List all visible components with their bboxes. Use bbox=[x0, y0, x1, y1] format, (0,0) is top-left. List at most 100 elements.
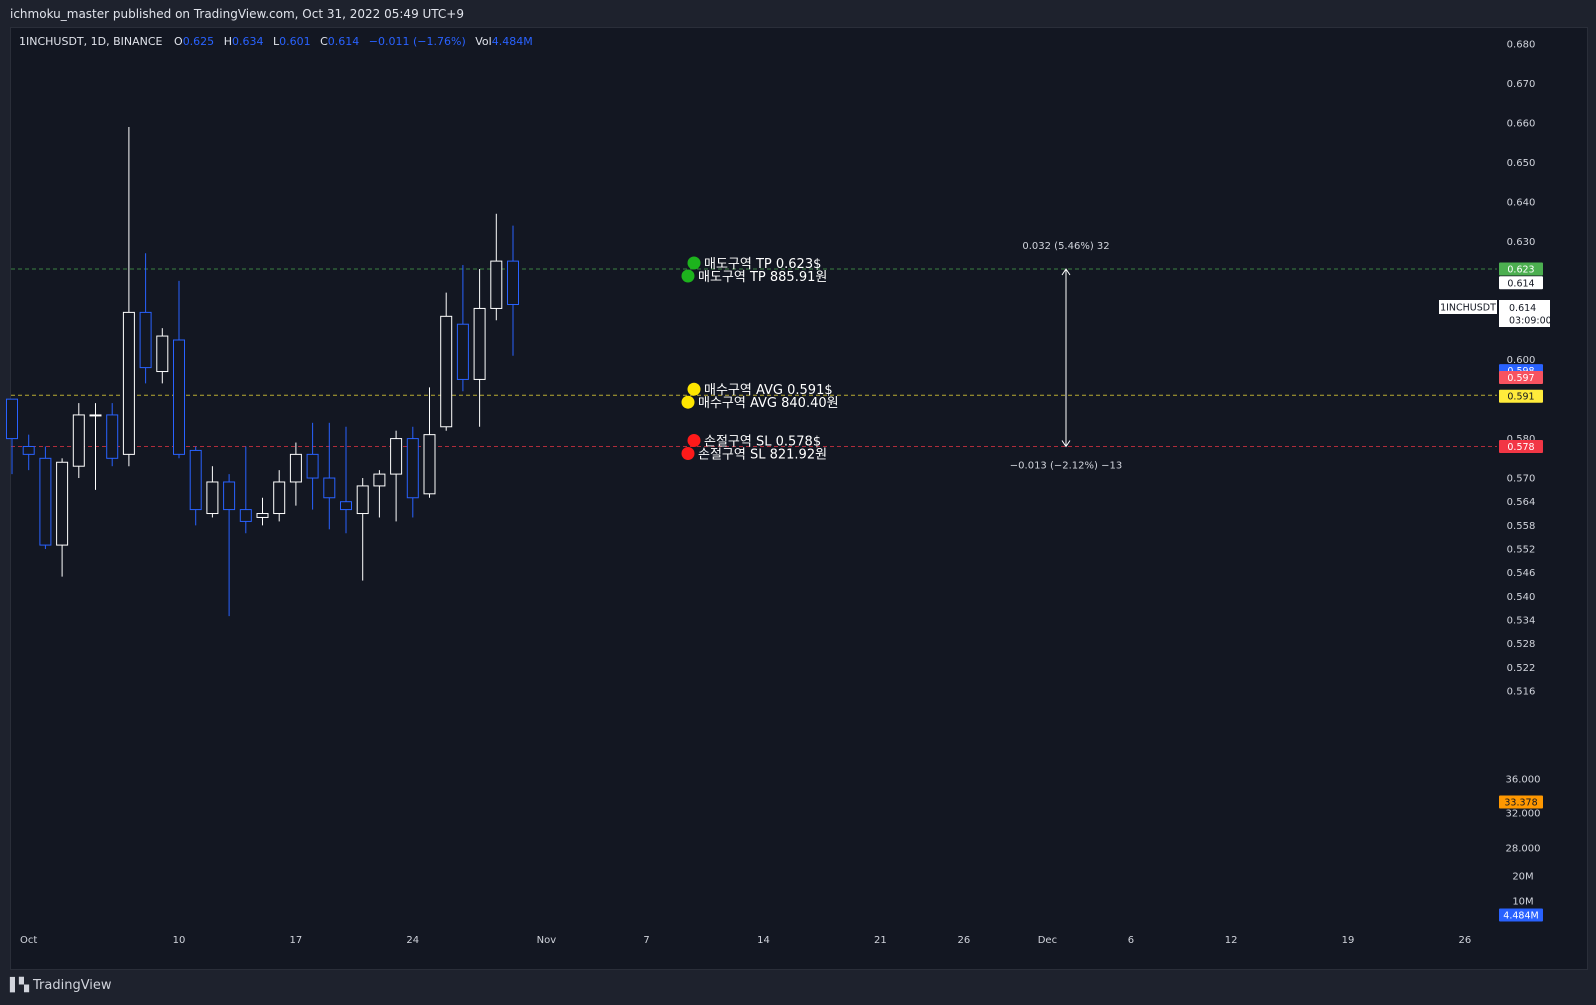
price-tick: 0.540 bbox=[1507, 592, 1536, 603]
tradingview-logo-icon: ▌▚ bbox=[10, 978, 29, 993]
legend-change: −0.011 (−1.76%) bbox=[368, 35, 466, 48]
level-dot bbox=[681, 446, 695, 460]
candle-body bbox=[273, 481, 286, 515]
price-tick: 0.552 bbox=[1507, 545, 1536, 556]
red-price-tag-bg bbox=[1499, 371, 1543, 385]
price-tick: 0.670 bbox=[1507, 79, 1536, 90]
candle-body bbox=[406, 438, 419, 499]
level-label: 매수구역 AVG 0.591$ bbox=[704, 383, 833, 398]
time-tick: 7 bbox=[643, 935, 649, 946]
last-price-tag-bg bbox=[1499, 276, 1543, 290]
legend-low: 0.601 bbox=[279, 35, 311, 48]
last-price-tag: 0.614 bbox=[1507, 278, 1534, 289]
level-dot bbox=[687, 433, 701, 447]
legend-high-label: H bbox=[223, 35, 232, 48]
legend-symbol: 1INCHUSDT, 1D, BINANCE bbox=[19, 35, 163, 48]
time-tick: 6 bbox=[1128, 935, 1134, 946]
level-label-krw: 매도구역 TP 885.91원 bbox=[698, 270, 827, 285]
candle-body bbox=[373, 473, 386, 487]
legend-close-label: C bbox=[320, 35, 328, 48]
candle-body bbox=[206, 481, 219, 515]
candle-body bbox=[323, 477, 336, 499]
time-tick: 17 bbox=[290, 935, 303, 946]
legend-open: 0.625 bbox=[182, 35, 215, 48]
indicator-value-tag-bg bbox=[1499, 795, 1543, 809]
time-tick: 14 bbox=[757, 935, 770, 946]
candle-body bbox=[6, 398, 18, 440]
price-tick: 0.600 bbox=[1507, 355, 1536, 366]
price-tick: 0.570 bbox=[1507, 474, 1536, 485]
price-tick: 0.580 bbox=[1507, 434, 1536, 445]
sl-price-tag: 0.578 bbox=[1507, 442, 1534, 453]
price-tick: 0.564 bbox=[1507, 497, 1536, 508]
footer: ▌▚ TradingView bbox=[0, 970, 1596, 1005]
chart-pane[interactable] bbox=[10, 27, 1588, 970]
candle-body bbox=[440, 315, 453, 428]
time-tick: 24 bbox=[406, 935, 419, 946]
price-tick: 0.558 bbox=[1507, 521, 1536, 532]
candle-body bbox=[223, 481, 236, 511]
candle-body bbox=[156, 335, 169, 373]
countdown-timer: 03:09:00 bbox=[1509, 316, 1552, 327]
legend-close: 0.614 bbox=[327, 35, 360, 48]
countdown-tag-bg bbox=[1499, 300, 1550, 327]
candle-body bbox=[473, 307, 486, 380]
level-label: 매도구역 TP 0.623$ bbox=[704, 257, 821, 272]
candle-body bbox=[456, 323, 469, 380]
legend-high: 0.634 bbox=[231, 35, 264, 48]
tradingview-brand[interactable]: ▌▚ TradingView bbox=[10, 978, 112, 993]
time-tick: 12 bbox=[1225, 935, 1238, 946]
time-tick: 21 bbox=[874, 935, 887, 946]
volume-tag: 4.484M bbox=[1503, 911, 1538, 922]
measure-arrow-down bbox=[1061, 440, 1071, 448]
candle-body bbox=[72, 414, 85, 467]
level-dot bbox=[681, 269, 695, 283]
time-tick: 19 bbox=[1342, 935, 1355, 946]
candle-body bbox=[22, 445, 35, 455]
level-dot bbox=[687, 256, 701, 270]
time-tick: 10 bbox=[173, 935, 186, 946]
level-dot bbox=[681, 395, 695, 409]
candle-body bbox=[106, 414, 119, 459]
tp-price-tag: 0.623 bbox=[1507, 265, 1534, 276]
price-tick: 0.660 bbox=[1507, 119, 1536, 130]
legend-volume-label: Vol bbox=[475, 35, 492, 48]
candle-body bbox=[423, 434, 436, 495]
candle-body bbox=[289, 453, 302, 483]
level-label-krw: 매수구역 AVG 840.40원 bbox=[698, 396, 839, 411]
time-tick: 26 bbox=[958, 935, 971, 946]
indicator-value-tag: 33.378 bbox=[1504, 798, 1537, 809]
publish-info: ichmoku_master published on TradingView.… bbox=[10, 7, 464, 21]
candle-body bbox=[356, 485, 369, 515]
legend-open-label: O bbox=[174, 35, 183, 48]
red-price-tag: 0.597 bbox=[1507, 373, 1534, 384]
legend-volume: 4.484M bbox=[491, 35, 533, 48]
time-tick: 26 bbox=[1459, 935, 1472, 946]
symbol-price: 0.614 bbox=[1509, 303, 1536, 314]
lower-scale-tick: 10M bbox=[1512, 897, 1533, 908]
measure-down-label: −0.013 (−2.12%) −13 bbox=[1010, 460, 1122, 471]
volume-tag-bg bbox=[1499, 908, 1543, 922]
lower-scale-tick: 20M bbox=[1512, 872, 1533, 883]
price-tick: 0.650 bbox=[1507, 158, 1536, 169]
price-tick: 0.546 bbox=[1507, 568, 1536, 579]
price-tick: 0.516 bbox=[1507, 687, 1536, 698]
sl-price-tag-bg bbox=[1499, 439, 1543, 453]
time-tick: Dec bbox=[1038, 935, 1057, 946]
candle-body bbox=[256, 513, 269, 518]
candle-body bbox=[39, 457, 52, 546]
lower-scale-tick: 36.000 bbox=[1506, 775, 1541, 786]
price-tick: 0.640 bbox=[1507, 197, 1536, 208]
price-tick: 0.534 bbox=[1507, 616, 1536, 627]
candle-body bbox=[340, 501, 352, 511]
candle-body bbox=[239, 509, 252, 522]
level-label: 손절구역 SL 0.578$ bbox=[704, 434, 821, 449]
candle-body bbox=[173, 339, 185, 455]
measure-up-label: 0.032 (5.46%) 32 bbox=[1022, 241, 1109, 252]
legend-low-label: L bbox=[272, 35, 280, 48]
candle-body bbox=[189, 449, 202, 511]
avg-price-tag: 0.591 bbox=[1507, 392, 1534, 403]
candle-body bbox=[139, 311, 152, 369]
time-tick: Nov bbox=[537, 935, 557, 946]
